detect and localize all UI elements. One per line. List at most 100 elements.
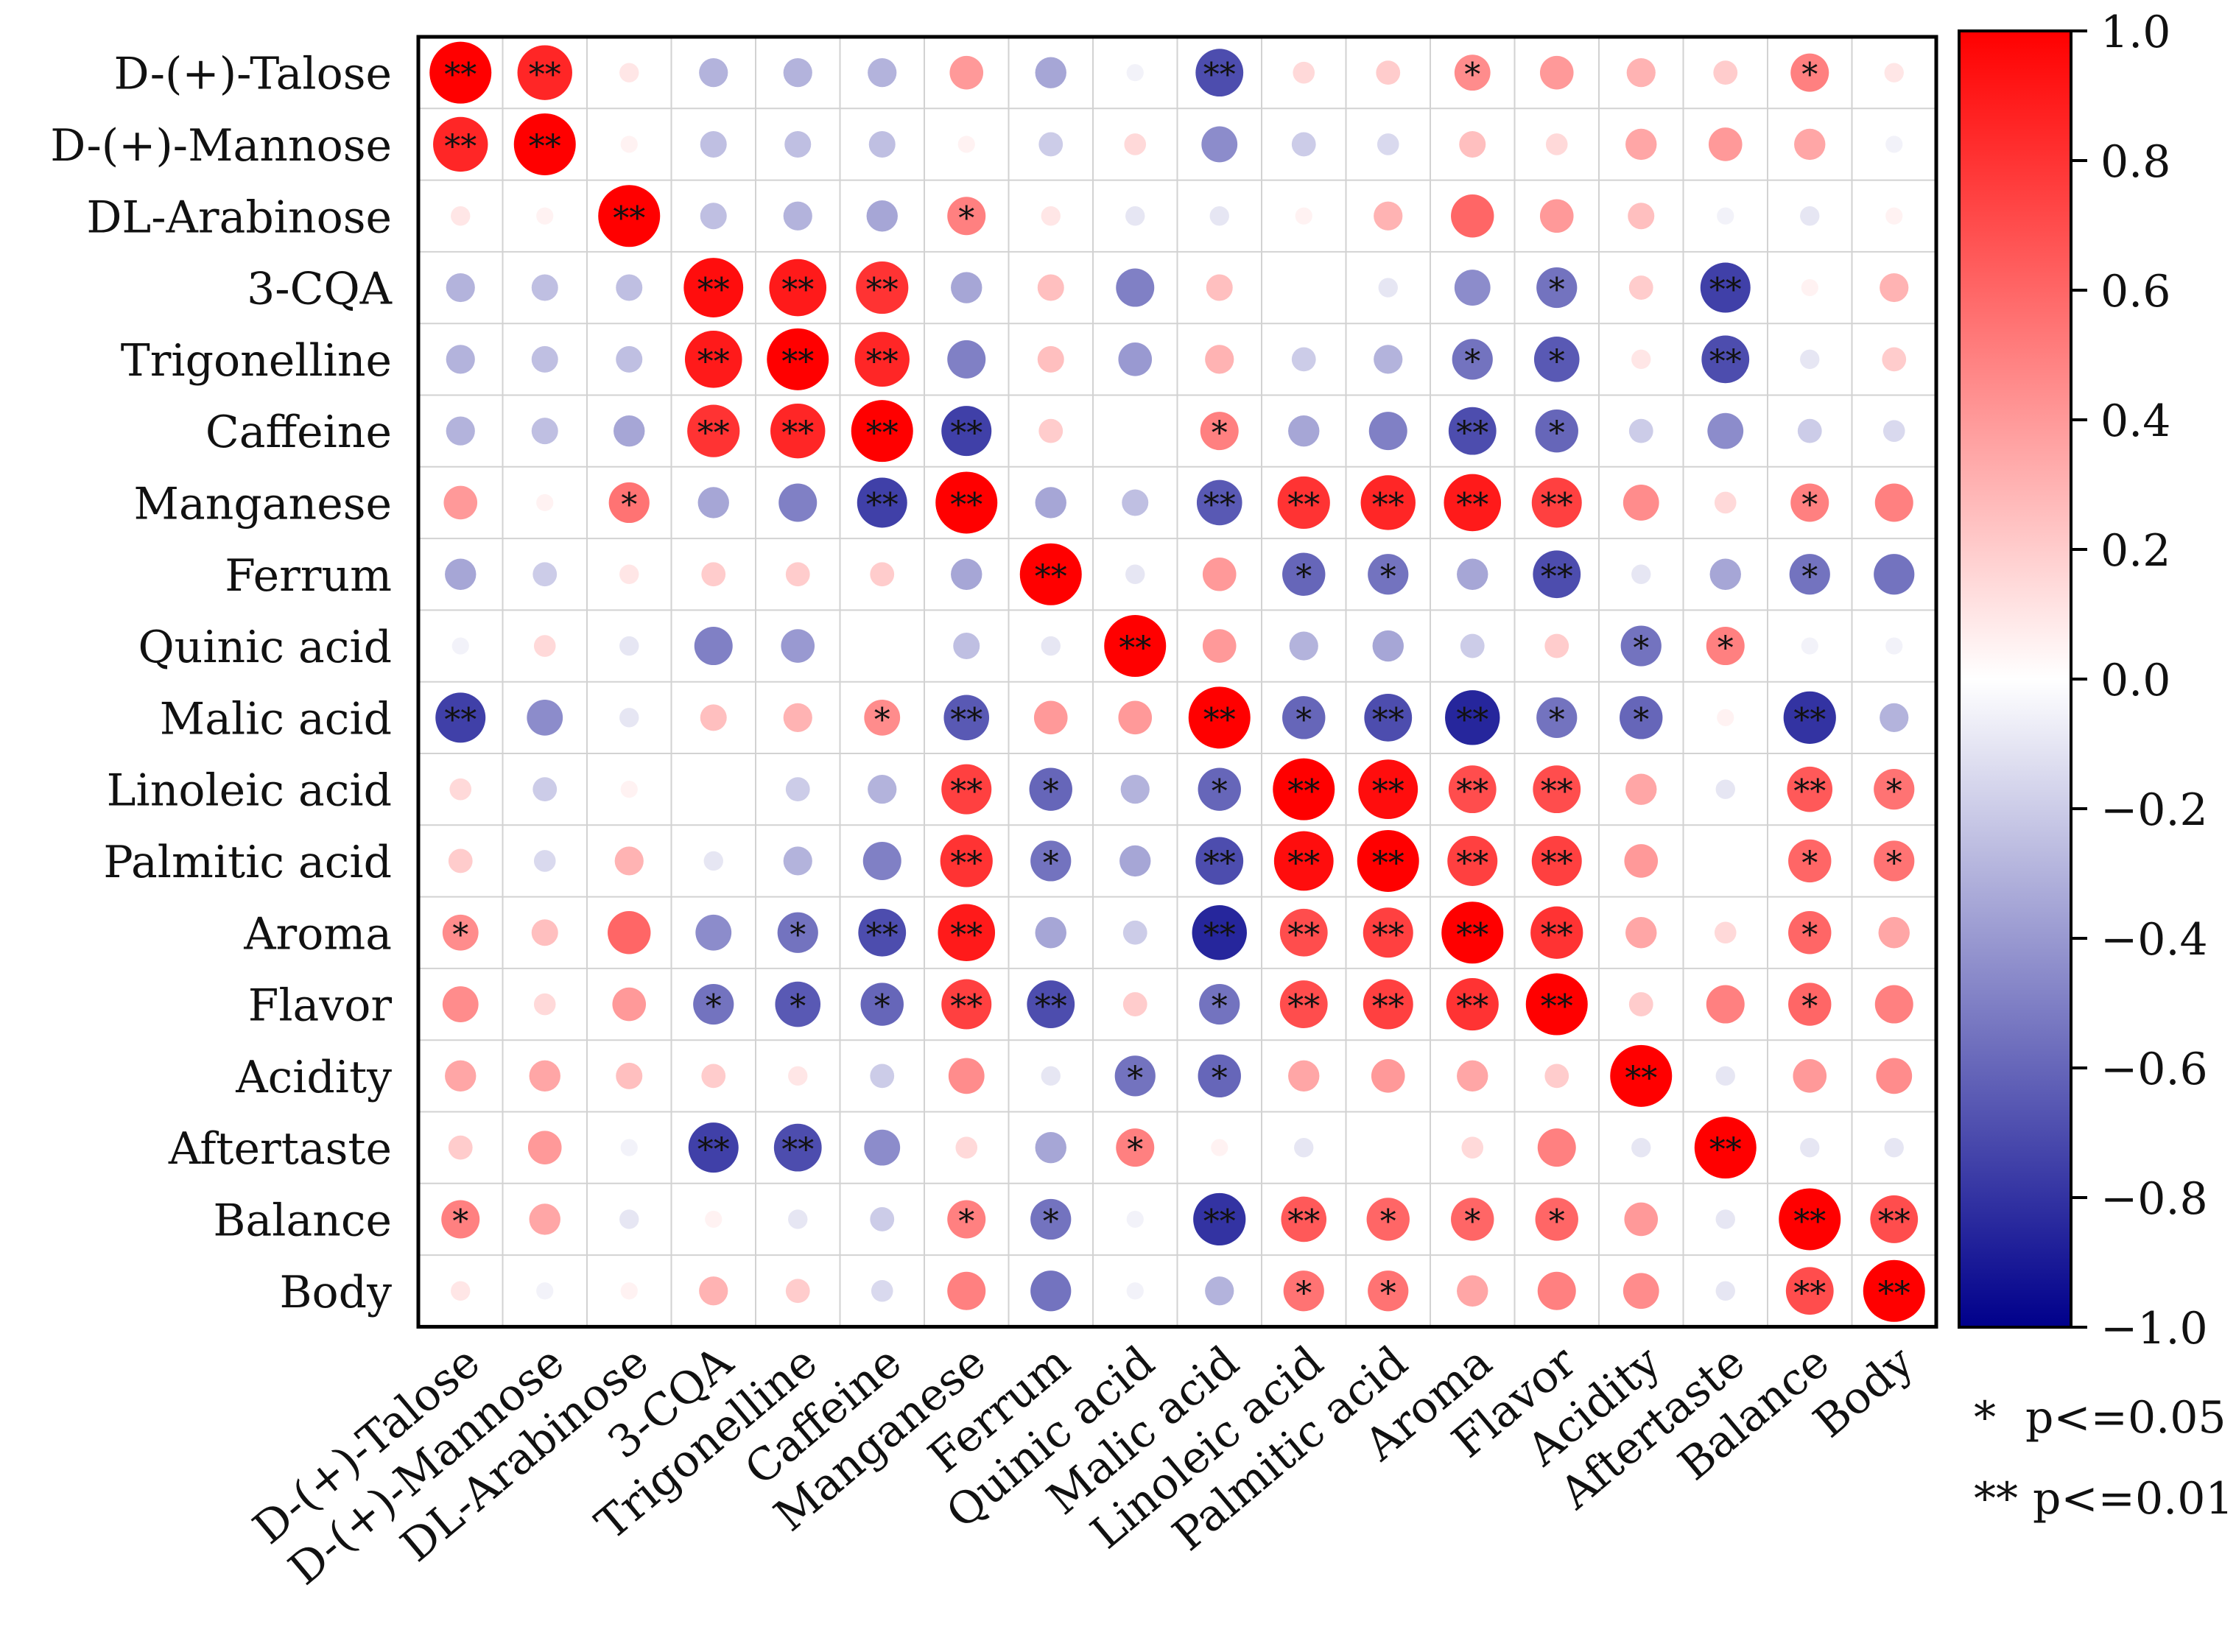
corr-circle — [1196, 479, 1242, 526]
corr-circle — [1884, 63, 1904, 82]
corr-circle — [784, 130, 812, 158]
corr-circle — [1446, 977, 1499, 1031]
significance-mark: ** — [1372, 486, 1404, 524]
corr-circle — [1779, 1188, 1841, 1251]
corr-circle — [683, 258, 744, 317]
corr-circle — [1800, 1137, 1820, 1158]
significance-mark: ** — [1541, 988, 1573, 1026]
corr-circle — [536, 1282, 554, 1300]
row-label: Manganese — [134, 478, 392, 530]
corr-circle — [1625, 128, 1657, 161]
corr-circle — [446, 416, 475, 446]
corr-circle — [1624, 844, 1659, 878]
corr-circle — [1445, 690, 1500, 745]
corr-circle — [1715, 779, 1735, 799]
corr-circle — [1530, 906, 1583, 959]
significance-mark: ** — [1709, 272, 1742, 309]
corr-circle — [1118, 700, 1153, 735]
corr-circle — [1122, 992, 1147, 1016]
row-label: Caffeine — [205, 407, 392, 458]
corr-circle — [1874, 483, 1913, 522]
corr-circle — [864, 1129, 901, 1166]
corr-circle — [1874, 985, 1913, 1024]
corr-circle — [1368, 1270, 1409, 1312]
significance-mark: ** — [1456, 916, 1488, 954]
row-label: Quinic acid — [138, 622, 392, 673]
corr-circle — [445, 1060, 477, 1092]
significance-mark: ** — [1456, 988, 1488, 1026]
corr-circle — [1279, 908, 1328, 957]
significance-mark: ** — [1287, 773, 1320, 811]
corr-circle — [1019, 543, 1082, 605]
corr-circle — [527, 699, 563, 736]
corr-circle — [941, 406, 992, 457]
corr-circle — [442, 986, 479, 1022]
corr-circle — [1363, 979, 1413, 1030]
significance-mark: ** — [444, 128, 477, 166]
significance-mark: ** — [781, 343, 814, 381]
significance-mark: ** — [1203, 701, 1236, 739]
corr-circle — [1116, 268, 1155, 307]
corr-circle — [533, 850, 556, 872]
corr-circle — [533, 993, 556, 1016]
significance-mark: * — [1380, 1275, 1396, 1312]
significance-mark: * — [1801, 988, 1818, 1026]
significance-mark: ** — [1287, 845, 1320, 882]
significance-mark: * — [1127, 1131, 1143, 1169]
significance-mark: ** — [950, 773, 982, 811]
corr-circle — [1459, 130, 1486, 158]
corr-circle — [1198, 1054, 1241, 1098]
corr-circle — [1035, 57, 1066, 88]
corr-circle — [770, 403, 826, 459]
significance-mark: * — [1801, 916, 1818, 954]
corr-circle — [785, 562, 810, 587]
corr-circle — [777, 912, 818, 953]
corr-circle — [1125, 206, 1145, 226]
corr-circle — [1715, 1066, 1735, 1086]
significance-mark: * — [1295, 1275, 1312, 1312]
corr-circle — [687, 404, 740, 457]
corr-circle — [864, 699, 901, 736]
corr-circle — [1202, 557, 1237, 591]
corr-circle — [1366, 1198, 1410, 1241]
corr-circle — [619, 63, 639, 82]
corr-circle — [1797, 418, 1822, 443]
corr-circle — [1452, 339, 1493, 380]
corr-circle — [1371, 1059, 1405, 1093]
corr-circle — [943, 695, 990, 741]
corr-circle — [616, 1062, 643, 1089]
column-labels: D-(+)-TaloseD-(+)-MannoseDL-Arabinose3-C… — [244, 1336, 1924, 1595]
significance-mark: * — [1212, 988, 1228, 1026]
corr-circle — [619, 1209, 639, 1229]
significance-mark: * — [958, 1203, 974, 1240]
significance-mark: ** — [1203, 916, 1236, 954]
corr-circle — [1035, 487, 1066, 519]
corr-circle — [1706, 985, 1745, 1024]
significance-mark: ** — [950, 415, 982, 452]
corr-circle — [1880, 273, 1909, 303]
corr-circle — [536, 493, 554, 512]
colorbar-tick-label: 0.6 — [2100, 266, 2170, 317]
significance-mark: ** — [1456, 773, 1488, 811]
corr-circle — [1628, 275, 1653, 300]
corr-circle — [868, 130, 896, 158]
corr-circle — [1273, 758, 1335, 820]
corr-circle — [1460, 633, 1485, 658]
corr-circle — [449, 778, 472, 801]
corr-circle — [1126, 64, 1144, 82]
corr-circle — [1457, 1275, 1488, 1307]
corr-circle — [783, 201, 812, 231]
significance-mark: ** — [1793, 773, 1826, 811]
colorbar-tick-label: −0.2 — [2100, 784, 2208, 836]
row-label: Malic acid — [160, 693, 392, 745]
corr-circle — [1718, 853, 1733, 868]
corr-circle — [1209, 206, 1229, 226]
significance-mark: ** — [1372, 916, 1404, 954]
corr-circle — [620, 781, 638, 798]
corr-circle — [788, 1209, 808, 1229]
corr-circle — [1201, 126, 1238, 163]
colorbar — [1958, 29, 2072, 1329]
corr-circle — [1116, 1128, 1155, 1167]
significance-mark: ** — [1541, 558, 1573, 596]
corr-circle — [1037, 345, 1064, 373]
